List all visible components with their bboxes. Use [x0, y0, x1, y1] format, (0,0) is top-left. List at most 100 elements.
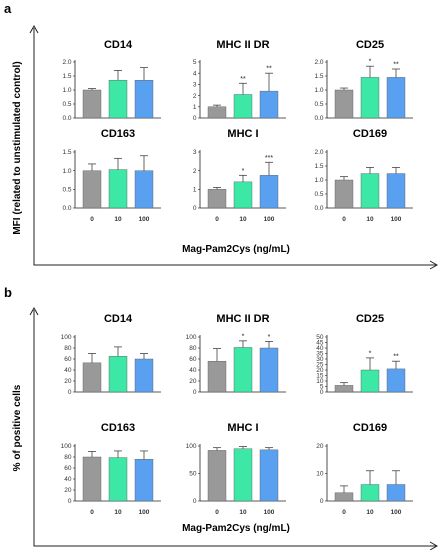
significance-label: ** — [393, 354, 399, 361]
bar-10 — [108, 79, 128, 119]
y-tick-label: 50 — [189, 471, 197, 478]
y-tick-label: 0 — [68, 498, 72, 505]
y-tick-label: 80 — [64, 345, 72, 352]
bar-100 — [259, 90, 279, 119]
significance-label: * — [242, 168, 245, 175]
bar-100 — [134, 170, 154, 209]
y-tick-label: 0 — [320, 389, 324, 396]
y-tick-label: 100 — [61, 334, 72, 341]
y-tick-label: 3 — [193, 82, 197, 89]
panel-letter-b: b — [4, 285, 12, 300]
panel-letter-a: a — [4, 1, 12, 16]
y-tick-label: 2 — [193, 168, 197, 175]
y-tick-label: 0 — [68, 389, 72, 396]
y-tick-label: 80 — [189, 345, 197, 352]
bar-0 — [82, 170, 102, 209]
chart-title: CD163 — [101, 128, 135, 140]
y-tick-label: 0.0 — [314, 115, 323, 122]
y-tick-label: 40 — [316, 345, 324, 352]
y-tick-label: 1.5 — [314, 163, 323, 170]
bar-0 — [207, 106, 227, 119]
y-tick-label: 0 — [320, 498, 324, 505]
y-tick-label: 0.5 — [314, 191, 323, 198]
x-tick-label: 100 — [264, 509, 275, 516]
y-tick-label: 60 — [189, 356, 197, 363]
y-tick-label: 50 — [316, 334, 324, 341]
x-tick-label: 0 — [90, 509, 94, 516]
bar-10 — [233, 448, 253, 502]
bar-10 — [233, 94, 253, 119]
chart-b-mhc-ii-dr: MHC II DR 0 20 40 60 80 100 * * — [186, 313, 286, 396]
bar-0 — [207, 361, 227, 393]
bar-0 — [334, 492, 354, 502]
panel-a-y-arrow — [29, 24, 39, 34]
chart-b-cd14: CD14 0 20 40 60 80 100 — [61, 313, 161, 396]
x-tick-label: 0 — [342, 509, 346, 516]
y-tick-label: 10 — [316, 471, 324, 478]
bar-100 — [259, 449, 279, 502]
y-tick-label: 0 — [193, 205, 197, 212]
chart-a-cd163: CD163 0.0 0.5 1.0 1.5 0 10 100 — [62, 128, 161, 223]
y-tick-label: 60 — [64, 465, 72, 472]
y-tick-label: 1.0 — [62, 87, 71, 94]
chart-title: CD25 — [356, 313, 384, 325]
significance-label: ** — [266, 66, 272, 73]
y-tick-label: 0.5 — [62, 101, 71, 108]
bar-10 — [233, 181, 253, 209]
chart-a-cd14: CD14 0.0 0.5 1.0 1.5 2.0 — [62, 39, 161, 122]
y-tick-label: 40 — [64, 367, 72, 374]
significance-label: ** — [393, 62, 399, 69]
bar-100 — [386, 77, 406, 119]
chart-b-cd163: CD163 0 20 40 60 80 100 0 10 100 — [61, 422, 161, 516]
significance-label: * — [369, 350, 372, 357]
x-tick-label: 0 — [90, 216, 94, 223]
chart-a-mhc-ii-dr: MHC II DR 0 1 2 3 4 5 ** ** — [193, 39, 286, 122]
significance-label: * — [268, 334, 271, 341]
y-tick-label: 20 — [64, 487, 72, 494]
bar-100 — [386, 173, 406, 209]
bar-100 — [134, 358, 154, 393]
chart-a-mhc-i: MHC I 0 1 2 3 0 * 10 *** 100 — [193, 128, 286, 223]
y-tick-label: 1 — [193, 104, 197, 111]
y-tick-label: 0 — [193, 115, 197, 122]
bar-100 — [386, 368, 406, 393]
significance-label: *** — [265, 155, 273, 162]
x-tick-label: 0 — [215, 216, 219, 223]
significance-label: ** — [240, 76, 246, 83]
bar-100 — [259, 347, 279, 393]
y-tick-label: 1 — [193, 187, 197, 194]
x-tick-label: 10 — [114, 216, 122, 223]
x-tick-label: 10 — [366, 509, 374, 516]
y-tick-label: 10 — [316, 378, 324, 385]
y-tick-label: 20 — [189, 378, 197, 385]
y-tick-label: 3 — [193, 149, 197, 156]
chart-title: MHC I — [227, 128, 258, 140]
bar-100 — [386, 484, 406, 502]
y-tick-label: 4 — [193, 70, 197, 77]
x-tick-label: 100 — [391, 509, 402, 516]
x-tick-label: 100 — [139, 216, 150, 223]
y-tick-label: 40 — [64, 476, 72, 483]
significance-label: * — [369, 59, 372, 66]
bar-0 — [207, 189, 227, 209]
y-tick-label: 5 — [193, 59, 197, 66]
y-tick-label: 2 — [193, 93, 197, 100]
y-tick-label: 0.0 — [314, 205, 323, 212]
y-tick-label: 1.5 — [62, 149, 71, 156]
panel-b-y-arrow — [29, 306, 39, 316]
y-tick-label: 60 — [64, 356, 72, 363]
chart-title: CD163 — [101, 422, 135, 434]
y-tick-label: 0 — [193, 498, 197, 505]
y-tick-label: 45 — [316, 340, 324, 347]
bar-0 — [334, 179, 354, 209]
y-tick-label: 0.0 — [62, 205, 71, 212]
x-tick-label: 0 — [215, 509, 219, 516]
chart-title: MHC II DR — [216, 39, 269, 51]
y-tick-label: 30 — [316, 356, 324, 363]
y-tick-label: 0.5 — [62, 187, 71, 194]
